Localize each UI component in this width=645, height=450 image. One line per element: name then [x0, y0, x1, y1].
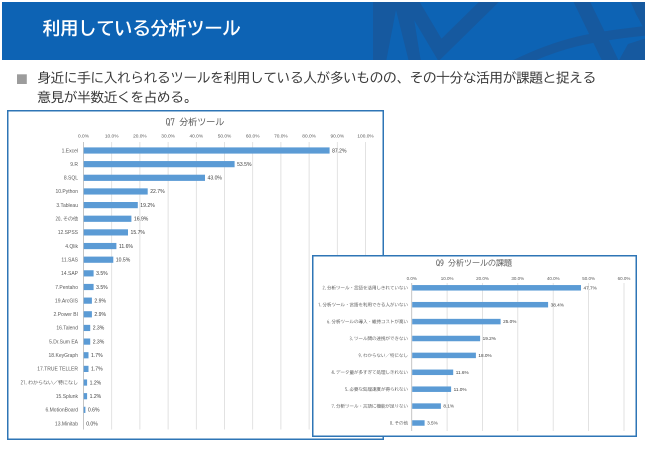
svg-text:3.5%: 3.5%	[96, 285, 108, 291]
svg-text:15.7%: 15.7%	[131, 230, 146, 236]
svg-text:50.0%: 50.0%	[218, 134, 232, 140]
svg-text:1.7%: 1.7%	[91, 367, 103, 373]
svg-text:90.0%: 90.0%	[330, 134, 344, 140]
svg-text:10.0%: 10.0%	[441, 276, 454, 281]
svg-text:80.0%: 80.0%	[302, 134, 316, 140]
svg-text:19.ArcGIS: 19.ArcGIS	[55, 298, 79, 304]
svg-text:10.0%: 10.0%	[105, 134, 119, 140]
svg-text:2.9%: 2.9%	[94, 298, 106, 304]
svg-text:40.0%: 40.0%	[547, 276, 560, 281]
svg-text:3.5%: 3.5%	[96, 271, 108, 277]
svg-text:6.MotionBoard: 6.MotionBoard	[45, 408, 78, 414]
svg-text:20.0%: 20.0%	[476, 276, 489, 281]
svg-text:18.0%: 18.0%	[478, 353, 491, 358]
svg-text:20.0%: 20.0%	[133, 134, 147, 140]
svg-text:10.Python: 10.Python	[55, 189, 78, 195]
svg-text:40.0%: 40.0%	[189, 134, 203, 140]
svg-text:7.Pentaho: 7.Pentaho	[55, 285, 78, 291]
svg-text:11.0%: 11.0%	[454, 387, 467, 392]
svg-text:1.2%: 1.2%	[90, 394, 102, 400]
svg-text:9.R: 9.R	[70, 162, 78, 168]
svg-text:13.Minitab: 13.Minitab	[55, 421, 78, 427]
svg-text:1.Excel: 1.Excel	[62, 148, 78, 154]
svg-text:0.6%: 0.6%	[88, 408, 100, 414]
svg-text:3.5%: 3.5%	[427, 421, 438, 426]
svg-text:30.0%: 30.0%	[511, 276, 524, 281]
svg-text:10.5%: 10.5%	[116, 257, 131, 263]
svg-text:14.SAP: 14.SAP	[61, 271, 79, 277]
svg-text:12.SPSS: 12.SPSS	[58, 230, 79, 236]
svg-text:8.SQL: 8.SQL	[64, 176, 78, 182]
svg-text:0.0%: 0.0%	[78, 134, 90, 140]
svg-text:16.9%: 16.9%	[134, 217, 149, 223]
svg-text:2.3%: 2.3%	[93, 326, 105, 332]
svg-text:60.0%: 60.0%	[618, 276, 631, 281]
svg-text:1.7%: 1.7%	[91, 353, 103, 359]
svg-text:3.Tableau: 3.Tableau	[56, 203, 78, 209]
svg-text:5.Dr.Sum EA: 5.Dr.Sum EA	[49, 339, 79, 345]
svg-text:8.1%: 8.1%	[443, 404, 454, 409]
svg-text:4.Qlik: 4.Qlik	[65, 244, 78, 250]
svg-text:60.0%: 60.0%	[246, 134, 260, 140]
svg-text:0.0%: 0.0%	[407, 276, 417, 281]
svg-text:38.4%: 38.4%	[551, 302, 564, 307]
svg-text:0.0%: 0.0%	[86, 421, 98, 427]
svg-text:50.0%: 50.0%	[582, 276, 595, 281]
svg-text:19.2%: 19.2%	[483, 336, 496, 341]
svg-text:19.2%: 19.2%	[140, 203, 155, 209]
svg-text:53.5%: 53.5%	[237, 162, 252, 168]
svg-text:1.2%: 1.2%	[90, 380, 102, 386]
svg-text:16.Talend: 16.Talend	[56, 326, 78, 332]
svg-text:11.6%: 11.6%	[119, 244, 134, 250]
svg-text:17.TRUE TELLER: 17.TRUE TELLER	[37, 367, 78, 373]
svg-text:47.7%: 47.7%	[584, 285, 597, 290]
svg-text:2.3%: 2.3%	[93, 339, 105, 345]
svg-text:30.0%: 30.0%	[161, 134, 175, 140]
svg-text:11.6%: 11.6%	[456, 370, 469, 375]
svg-text:87.2%: 87.2%	[332, 148, 347, 154]
svg-text:18.KeyGraph: 18.KeyGraph	[49, 353, 79, 359]
svg-text:43.0%: 43.0%	[208, 176, 223, 182]
svg-text:100.0%: 100.0%	[357, 134, 374, 140]
svg-text:22.7%: 22.7%	[150, 189, 165, 195]
svg-text:25.0%: 25.0%	[503, 319, 516, 324]
svg-text:15.Splunk: 15.Splunk	[56, 394, 79, 400]
svg-text:2.9%: 2.9%	[94, 312, 106, 318]
svg-text:70.0%: 70.0%	[274, 134, 288, 140]
svg-text:11.SAS: 11.SAS	[61, 257, 78, 263]
svg-text:2.Power BI: 2.Power BI	[54, 312, 78, 318]
